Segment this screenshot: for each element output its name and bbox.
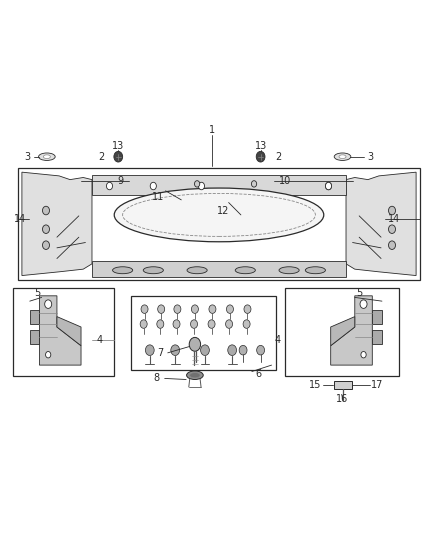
Text: 7: 7 bbox=[157, 348, 163, 358]
Polygon shape bbox=[372, 310, 382, 324]
Bar bbox=[92, 175, 346, 195]
Bar bbox=[285, 288, 399, 376]
Text: 2: 2 bbox=[275, 152, 281, 161]
Ellipse shape bbox=[114, 188, 324, 242]
Circle shape bbox=[191, 305, 198, 313]
Text: 14: 14 bbox=[388, 214, 400, 223]
Polygon shape bbox=[22, 172, 92, 276]
Circle shape bbox=[256, 151, 265, 162]
Text: 13: 13 bbox=[254, 141, 267, 151]
Polygon shape bbox=[30, 330, 39, 344]
Circle shape bbox=[325, 182, 332, 190]
Ellipse shape bbox=[334, 153, 351, 160]
Circle shape bbox=[150, 182, 156, 190]
Text: 5: 5 bbox=[356, 288, 362, 298]
Circle shape bbox=[189, 337, 201, 351]
Circle shape bbox=[198, 182, 205, 190]
Ellipse shape bbox=[187, 266, 207, 274]
Text: 3: 3 bbox=[367, 152, 373, 161]
Circle shape bbox=[194, 181, 200, 187]
Circle shape bbox=[228, 345, 237, 356]
Text: 3: 3 bbox=[24, 152, 30, 161]
Bar bbox=[13, 288, 114, 376]
Text: 13: 13 bbox=[112, 141, 124, 151]
Circle shape bbox=[209, 305, 216, 313]
Circle shape bbox=[239, 345, 247, 355]
Polygon shape bbox=[30, 310, 39, 324]
Text: 17: 17 bbox=[371, 380, 383, 390]
Circle shape bbox=[257, 345, 265, 355]
Bar bbox=[131, 296, 276, 370]
Circle shape bbox=[106, 182, 113, 190]
Circle shape bbox=[157, 320, 164, 328]
Circle shape bbox=[251, 181, 257, 187]
Ellipse shape bbox=[305, 266, 325, 274]
Ellipse shape bbox=[143, 266, 163, 274]
Circle shape bbox=[158, 305, 165, 313]
Text: 2: 2 bbox=[99, 152, 105, 161]
Text: 8: 8 bbox=[154, 374, 160, 383]
Ellipse shape bbox=[43, 155, 50, 159]
Ellipse shape bbox=[190, 373, 200, 378]
Ellipse shape bbox=[339, 155, 346, 159]
Ellipse shape bbox=[113, 266, 133, 274]
Ellipse shape bbox=[279, 266, 299, 274]
Text: 9: 9 bbox=[117, 176, 124, 186]
Bar bbox=[334, 381, 352, 389]
Ellipse shape bbox=[39, 153, 55, 160]
Ellipse shape bbox=[187, 371, 203, 379]
Circle shape bbox=[389, 206, 396, 215]
Circle shape bbox=[226, 305, 233, 313]
Circle shape bbox=[42, 241, 49, 249]
Circle shape bbox=[114, 151, 123, 162]
Polygon shape bbox=[331, 317, 355, 346]
Circle shape bbox=[42, 206, 49, 215]
Circle shape bbox=[201, 345, 209, 356]
Text: 16: 16 bbox=[336, 394, 348, 403]
Bar bbox=[18, 168, 420, 280]
Text: 5: 5 bbox=[34, 288, 40, 298]
Circle shape bbox=[42, 225, 49, 233]
Text: 10: 10 bbox=[279, 176, 291, 186]
Circle shape bbox=[361, 352, 366, 358]
Circle shape bbox=[360, 300, 367, 309]
Ellipse shape bbox=[235, 266, 255, 274]
Circle shape bbox=[244, 305, 251, 313]
Circle shape bbox=[191, 320, 198, 328]
Text: 11: 11 bbox=[152, 192, 164, 202]
Text: 12: 12 bbox=[217, 206, 230, 215]
Text: 4: 4 bbox=[274, 335, 280, 345]
Text: 6: 6 bbox=[255, 369, 261, 379]
Circle shape bbox=[208, 320, 215, 328]
Circle shape bbox=[389, 225, 396, 233]
Polygon shape bbox=[346, 172, 416, 276]
Polygon shape bbox=[57, 317, 81, 346]
Circle shape bbox=[145, 345, 154, 356]
Text: 14: 14 bbox=[14, 214, 26, 223]
Circle shape bbox=[173, 320, 180, 328]
Circle shape bbox=[174, 305, 181, 313]
Circle shape bbox=[46, 352, 51, 358]
Text: 1: 1 bbox=[209, 125, 215, 134]
Bar bbox=[92, 261, 346, 277]
Polygon shape bbox=[372, 330, 382, 344]
Text: 15: 15 bbox=[309, 380, 321, 390]
Circle shape bbox=[325, 182, 332, 190]
Text: 4: 4 bbox=[97, 335, 103, 345]
Circle shape bbox=[140, 320, 147, 328]
Circle shape bbox=[141, 305, 148, 313]
Polygon shape bbox=[331, 296, 372, 365]
Circle shape bbox=[45, 300, 52, 309]
Circle shape bbox=[171, 345, 180, 356]
Circle shape bbox=[243, 320, 250, 328]
Circle shape bbox=[226, 320, 233, 328]
Circle shape bbox=[389, 241, 396, 249]
Polygon shape bbox=[39, 296, 81, 365]
